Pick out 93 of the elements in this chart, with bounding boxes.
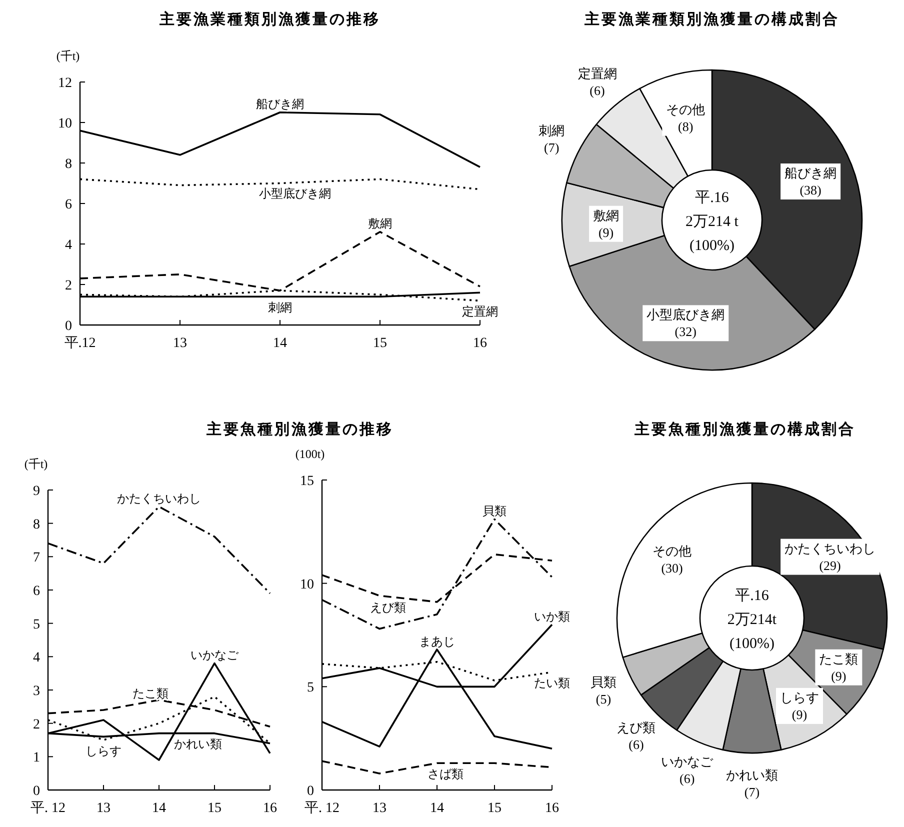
y-tick-label: 10 (300, 577, 314, 592)
text: 平.16 (735, 588, 770, 604)
x-tick-label: 14 (273, 336, 287, 351)
y-axis-title: (千t) (56, 49, 80, 63)
slice-label: 船びき網 (784, 165, 837, 180)
text: (100%) (690, 238, 734, 254)
y-tick-label: 4 (65, 238, 72, 253)
y-tick-label: 9 (33, 484, 40, 499)
x-tick-label: 16 (545, 801, 559, 816)
text: 主要魚種別漁獲量の推移 (206, 420, 394, 438)
series-label: 定置網 (462, 304, 498, 318)
series-label: たこ類 (132, 686, 169, 700)
series-label: いかなご (190, 648, 240, 662)
data-label: (5) (596, 691, 612, 706)
series-label: えび類 (370, 600, 406, 614)
x-tick-label: 13 (96, 801, 110, 816)
y-tick-label: 2 (33, 717, 40, 732)
x-tick-label: 13 (372, 801, 386, 816)
y-tick-label: 8 (33, 517, 40, 532)
series-label: 貝類 (482, 504, 506, 518)
y-axis-title: (100t) (295, 447, 325, 461)
chart-title: 主要漁業種類別漁獲量の構成割合 (584, 10, 840, 28)
y-tick-label: 3 (33, 684, 40, 699)
slice-label: 定置網 (578, 66, 617, 81)
series-label: まあじ (419, 634, 455, 648)
x-tick-label: 15 (373, 336, 387, 351)
x-tick-label: 平. 12 (30, 801, 66, 816)
x-tick-label: 14 (152, 801, 166, 816)
x-tick-label: 15 (208, 801, 222, 816)
x-tick-label: 16 (263, 801, 277, 816)
y-tick-label: 5 (33, 617, 40, 632)
text: 2万214t (727, 612, 778, 628)
y-tick-label: 10 (58, 116, 72, 132)
text: (100%) (730, 636, 774, 652)
y-tick-label: 7 (33, 550, 40, 566)
x-tick-label: 13 (173, 336, 187, 351)
y-tick-label: 6 (65, 198, 72, 212)
y-axis-title: (千t) (24, 457, 48, 471)
slice-label: かたくちいわし (784, 540, 876, 556)
series-label: いか類 (534, 609, 570, 624)
y-tick-label: 0 (307, 784, 314, 799)
data-label: (9) (831, 668, 846, 684)
slice-label: 貝類 (590, 674, 616, 690)
x-tick-label: 15 (488, 801, 502, 816)
text: 平.16 (695, 190, 730, 206)
x-tick-label: 平. 12 (304, 801, 340, 816)
data-label: (6) (628, 737, 644, 752)
y-tick-label: 12 (58, 76, 72, 91)
data-label: (32) (674, 324, 696, 340)
data-label: (8) (678, 118, 694, 134)
data-label: (6) (590, 82, 605, 98)
slice-label: たこ類 (819, 651, 858, 666)
data-label: (29) (819, 558, 841, 573)
slice-label: 敷網 (593, 208, 620, 223)
series-label: さば類 (428, 766, 464, 781)
y-tick-label: 2 (65, 278, 72, 294)
slice-label: かれい類 (726, 768, 778, 782)
chart-title: 主要漁業種類別漁獲量の推移 (158, 10, 380, 28)
series-label: しらす (86, 744, 122, 758)
y-tick-label: 4 (33, 650, 40, 666)
series-label: たい類 (534, 676, 570, 690)
slice-label: その他 (666, 102, 706, 117)
series-label: 小型底びき網 (259, 186, 331, 200)
series-label: 敷網 (368, 216, 392, 231)
series-label: 船びき網 (256, 97, 304, 112)
slice-label: 刺網 (538, 122, 565, 138)
data-label: (38) (800, 182, 822, 198)
data-label: (7) (544, 140, 560, 155)
slice-label: いかなご (661, 754, 714, 770)
slice-label: 小型底びき網 (646, 307, 725, 322)
data-label: (9) (792, 706, 808, 722)
data-label: (9) (598, 224, 614, 240)
y-tick-label: 0 (33, 784, 40, 799)
series-label: かたくちいわし (117, 491, 201, 506)
y-tick-label: 6 (33, 584, 40, 599)
y-tick-label: 15 (300, 474, 314, 489)
chart-title: 主要魚種別漁獲量の構成割合 (634, 420, 856, 438)
y-tick-label: 0 (65, 319, 72, 334)
x-tick-label: 16 (473, 336, 487, 351)
x-tick-label: 平.12 (64, 336, 96, 351)
y-tick-label: 8 (65, 157, 72, 172)
data-label: (30) (661, 560, 683, 576)
slice-label: えび類 (616, 720, 656, 736)
text: 2万214 t (686, 214, 740, 230)
y-tick-label: 1 (33, 750, 40, 766)
data-label: (6) (679, 771, 695, 786)
data-label: (7) (744, 784, 760, 800)
series-label: かれい類 (174, 737, 222, 752)
x-tick-label: 14 (430, 801, 444, 816)
slice-label: しらす (780, 690, 819, 705)
series-label: 刺網 (268, 300, 292, 314)
y-tick-label: 5 (307, 680, 314, 696)
slice-label: その他 (652, 543, 692, 558)
